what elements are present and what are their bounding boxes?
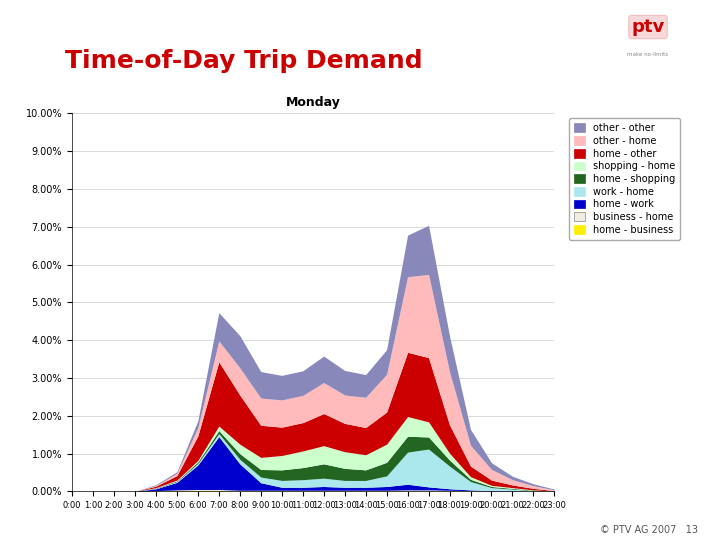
Text: © PTV AG 2007   13: © PTV AG 2007 13 [600,524,698,535]
Text: make no-limits: make no-limits [627,51,669,57]
Title: Monday: Monday [286,97,341,110]
Text: ptv: ptv [631,18,665,36]
Text: Time-of-Day Trip Demand: Time-of-Day Trip Demand [65,49,423,72]
Legend: other - other, other - home, home - other, shopping - home, home - shopping, wor: other - other, other - home, home - othe… [569,118,680,240]
